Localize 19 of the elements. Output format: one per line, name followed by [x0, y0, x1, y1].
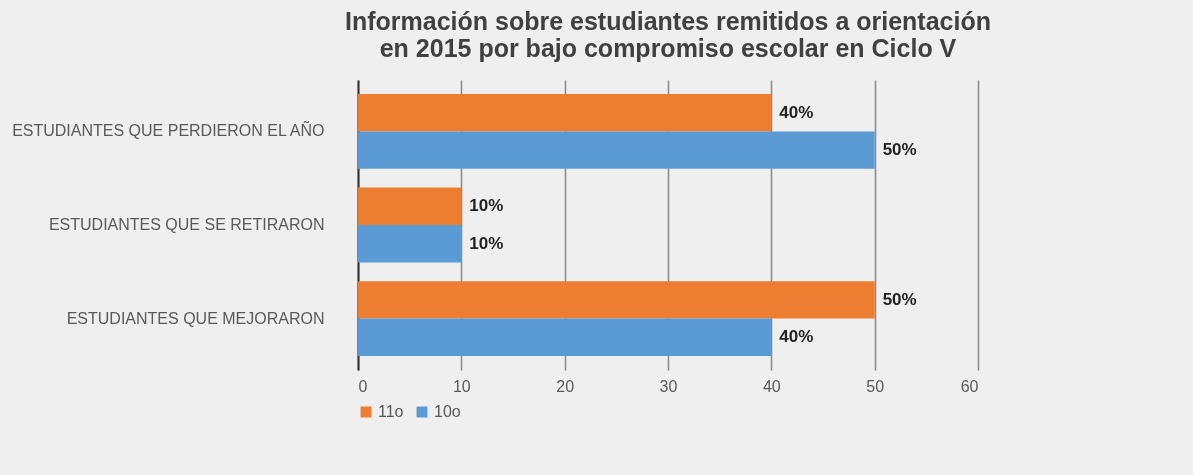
data-label: 10%: [469, 233, 504, 253]
data-label: 50%: [882, 289, 917, 309]
data-label: 40%: [779, 327, 814, 347]
y-tick-label: ESTUDIANTES QUE MEJORARON: [66, 309, 325, 327]
x-tick-label: 30: [659, 377, 678, 395]
x-tick-label: 20: [556, 377, 575, 395]
data-label: 40%: [779, 102, 814, 122]
legend-label: 10o: [434, 403, 461, 420]
x-tick-label: 40: [762, 377, 781, 395]
legend-label: 11o: [378, 403, 404, 420]
y-tick-label: ESTUDIANTES QUE PERDIERON EL AÑO: [12, 120, 325, 140]
x-tick-label: 10: [452, 377, 471, 395]
x-tick-label: 0: [358, 377, 368, 395]
data-label: 10%: [469, 196, 504, 216]
x-tick-label: 60: [960, 377, 979, 395]
data-label: 50%: [882, 140, 917, 160]
y-tick-label: ESTUDIANTES QUE SE RETIRARON: [48, 216, 325, 233]
chart-title: Información sobre estudiantes remitidos a orientación en 2015 por bajo compromiso escolar en Ciclo V: [345, 7, 991, 62]
x-tick-label: 50: [866, 377, 885, 395]
